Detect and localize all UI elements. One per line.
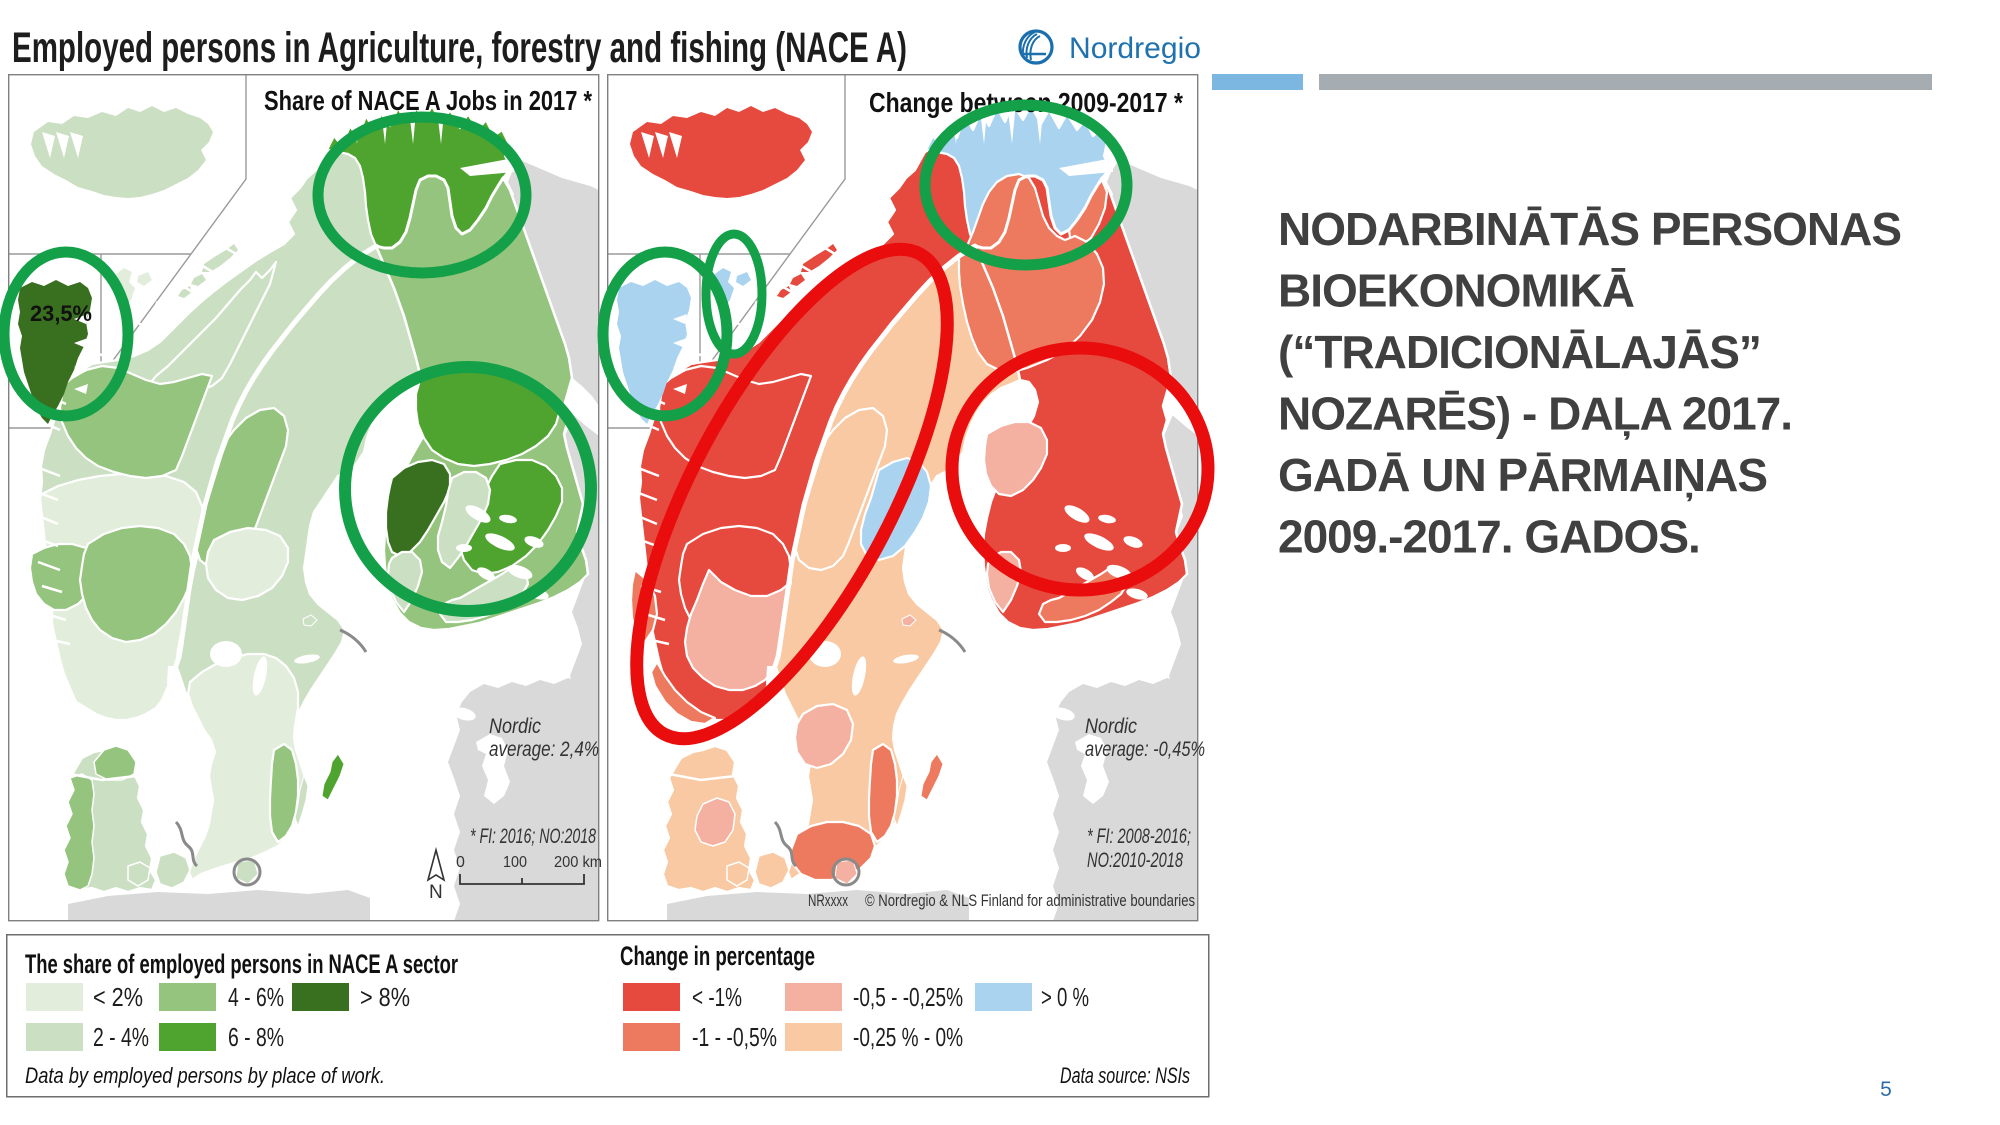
svg-text:5: 5: [1880, 1078, 1892, 1101]
svg-text:< 2%: < 2%: [93, 982, 143, 1012]
svg-text:100: 100: [503, 854, 527, 871]
svg-text:NOZARĒS) - DAĻA 2017.: NOZARĒS) - DAĻA 2017.: [1278, 388, 1792, 441]
svg-text:© Nordregio & NLS Finland for: © Nordregio & NLS Finland for administra…: [865, 891, 1195, 910]
svg-text:* FI: 2008-2016;: * FI: 2008-2016;: [1087, 825, 1191, 848]
svg-text:average: -0,45%: average: -0,45%: [1085, 738, 1205, 761]
svg-text:0: 0: [456, 854, 465, 871]
svg-text:-0,5 - -0,25%: -0,5 - -0,25%: [853, 982, 963, 1012]
svg-text:6 - 8%: 6 - 8%: [228, 1022, 284, 1052]
svg-text:Share of NACE A Jobs in 2017 *: Share of NACE A Jobs in 2017 *: [264, 85, 592, 116]
svg-text:-0,25 % - 0%: -0,25 % - 0%: [853, 1022, 963, 1052]
svg-text:N: N: [429, 882, 443, 903]
svg-text:4 - 6%: 4 - 6%: [228, 982, 284, 1012]
svg-text:23,5%: 23,5%: [30, 301, 92, 326]
svg-text:The share of employed persons: The share of employed persons in NACE A …: [25, 949, 458, 979]
svg-text:2009.-2017. GADOS.: 2009.-2017. GADOS.: [1278, 511, 1700, 563]
svg-text:average: 2,4%: average: 2,4%: [489, 738, 599, 761]
svg-text:Nordic: Nordic: [1085, 715, 1137, 738]
svg-text:Employed persons in Agricultur: Employed persons in Agriculture, forestr…: [12, 24, 907, 72]
svg-text:-1 - -0,5%: -1 - -0,5%: [692, 1022, 777, 1052]
svg-text:(“TRADICIONĀLAJĀS”: (“TRADICIONĀLAJĀS”: [1278, 326, 1761, 378]
svg-text:* FI: 2016; NO:2018: * FI: 2016; NO:2018: [470, 825, 596, 848]
svg-text:NRxxxx: NRxxxx: [808, 891, 848, 910]
svg-text:NO:2010-2018: NO:2010-2018: [1087, 849, 1183, 872]
svg-text:Nordic: Nordic: [489, 715, 541, 738]
svg-text:< -1%: < -1%: [692, 982, 742, 1012]
svg-text:> 8%: > 8%: [360, 982, 410, 1012]
svg-text:Data by employed persons by pl: Data by employed persons by place of wor…: [25, 1063, 385, 1088]
svg-text:BIOEKONOMIKĀ: BIOEKONOMIKĀ: [1278, 265, 1634, 317]
svg-text:Nordregio: Nordregio: [1069, 32, 1201, 65]
svg-text:200 km: 200 km: [554, 854, 602, 871]
svg-text:Change in percentage: Change in percentage: [620, 941, 815, 971]
svg-text:2 - 4%: 2 - 4%: [93, 1022, 149, 1052]
svg-text:NODARBINĀTĀS PERSONAS: NODARBINĀTĀS PERSONAS: [1278, 203, 1901, 255]
svg-text:Data source: NSIs: Data source: NSIs: [1060, 1063, 1190, 1088]
svg-text:> 0 %: > 0 %: [1041, 982, 1089, 1012]
svg-text:GADĀ UN PĀRMAIŅAS: GADĀ UN PĀRMAIŅAS: [1278, 449, 1767, 502]
